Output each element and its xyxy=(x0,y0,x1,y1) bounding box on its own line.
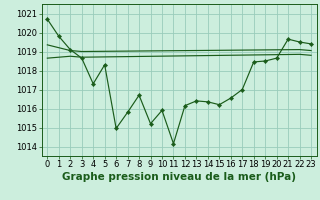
X-axis label: Graphe pression niveau de la mer (hPa): Graphe pression niveau de la mer (hPa) xyxy=(62,172,296,182)
